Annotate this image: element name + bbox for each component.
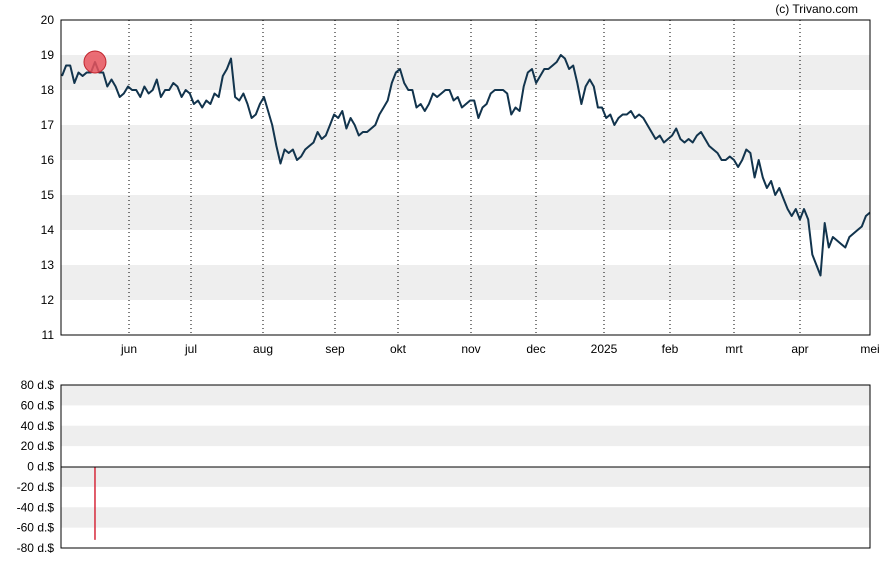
volume-tick-label: 40 d.$	[21, 419, 55, 433]
x-tick-label: aug	[253, 342, 273, 356]
volume-band	[61, 385, 870, 406]
volume-y-axis: 80 d.$ 60 d.$ 40 d.$ 20 d.$ 0 d.$ -20 d.$ -40 …	[17, 378, 55, 555]
y-tick-label: 11	[42, 328, 55, 342]
price-band	[61, 195, 870, 230]
y-tick-label: 17	[41, 118, 55, 132]
volume-band	[61, 507, 870, 528]
x-tick-label: nov	[461, 342, 480, 356]
volume-panel-frame	[60, 384, 871, 549]
event-markers	[83, 50, 107, 74]
x-tick-label: sep	[325, 342, 345, 356]
x-tick-label: jun	[120, 342, 137, 356]
volume-band	[61, 425, 870, 447]
price-line	[61, 54, 871, 277]
volume-tick-label: -60 d.$	[17, 521, 55, 535]
volume-tick-label: -40 d.$	[17, 500, 55, 514]
volume-tick-label: 60 d.$	[21, 398, 55, 412]
volume-tick-label: 0 d.$	[27, 460, 54, 474]
volume-tick-label: -80 d.$	[17, 541, 55, 555]
event-marker	[83, 50, 107, 74]
y-tick-label: 14	[41, 223, 55, 237]
price-panel-frame	[60, 19, 871, 336]
y-tick-label: 18	[41, 83, 55, 97]
volume-tick-label: 80 d.$	[21, 378, 55, 392]
price-y-axis: 11 12 13 14 15 16 17 18 19 20	[41, 13, 55, 342]
volume-band	[61, 466, 870, 487]
x-tick-label: apr	[791, 342, 808, 356]
y-tick-label: 19	[41, 48, 55, 62]
price-panel-bands	[61, 55, 870, 300]
x-tick-label: feb	[662, 342, 679, 356]
price-panel-month-gridlines	[128, 20, 801, 335]
volume-tick-label: -20 d.$	[17, 480, 55, 494]
x-tick-label: mei	[860, 342, 879, 356]
y-tick-label: 13	[41, 258, 55, 272]
x-tick-label: dec	[526, 342, 545, 356]
volume-panel-bands	[61, 385, 870, 528]
price-band	[61, 125, 870, 160]
volume-tick-label: 20 d.$	[21, 439, 55, 453]
y-tick-label: 20	[41, 13, 55, 27]
y-tick-label: 12	[41, 293, 55, 307]
price-series	[61, 54, 871, 277]
price-band	[61, 265, 870, 300]
x-tick-label: 2025	[591, 342, 618, 356]
y-tick-label: 16	[41, 153, 55, 167]
x-tick-label: jul	[184, 342, 197, 356]
x-tick-label: mrt	[725, 342, 743, 356]
price-band	[61, 55, 870, 90]
x-tick-label: okt	[390, 342, 407, 356]
copyright-text: (c) Trivano.com	[775, 2, 858, 16]
y-tick-label: 15	[41, 188, 55, 202]
month-x-axis: jun jul aug sep okt nov dec 2025 feb mrt apr mei	[120, 342, 880, 356]
